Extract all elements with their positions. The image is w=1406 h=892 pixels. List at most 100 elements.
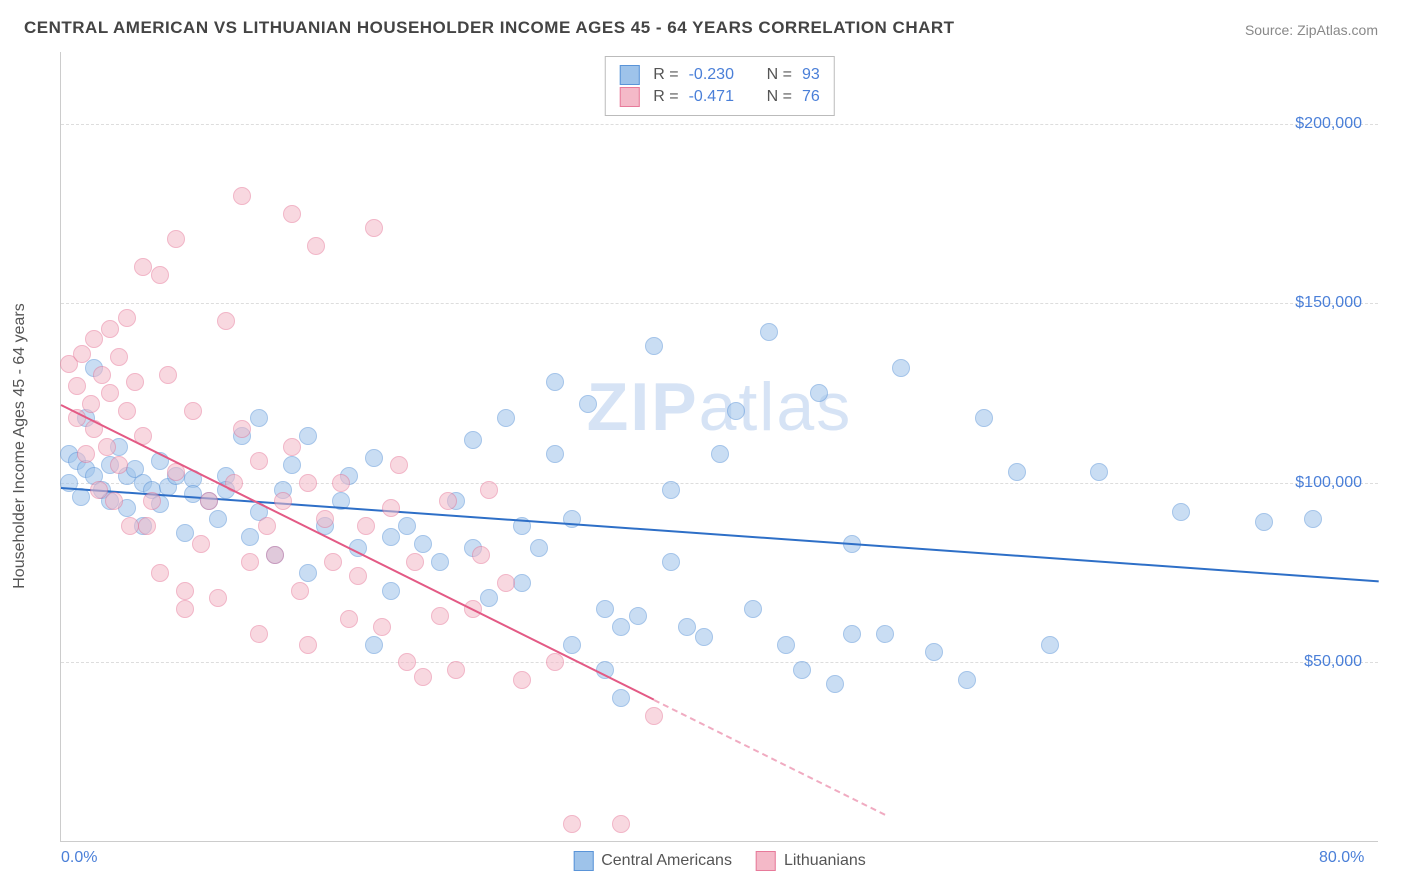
legend-item: Lithuanians	[756, 851, 866, 871]
scatter-point	[513, 574, 531, 592]
scatter-point	[151, 266, 169, 284]
scatter-point	[121, 517, 139, 535]
scatter-point	[826, 675, 844, 693]
scatter-point	[439, 492, 457, 510]
scatter-point	[810, 384, 828, 402]
scatter-point	[678, 618, 696, 636]
scatter-point	[530, 539, 548, 557]
scatter-point	[563, 815, 581, 833]
scatter-point	[447, 661, 465, 679]
scatter-point	[958, 671, 976, 689]
scatter-point	[744, 600, 762, 618]
scatter-point	[299, 564, 317, 582]
scatter-point	[612, 618, 630, 636]
chart-plot-area: ZIPatlas R = -0.230 N = 93 R = -0.471 N …	[60, 52, 1378, 842]
scatter-point	[283, 438, 301, 456]
legend-item: Central Americans	[573, 851, 732, 871]
swatch-icon	[756, 851, 776, 871]
scatter-point	[398, 517, 416, 535]
scatter-point	[645, 707, 663, 725]
scatter-point	[876, 625, 894, 643]
scatter-point	[793, 661, 811, 679]
scatter-point	[629, 607, 647, 625]
scatter-point	[299, 474, 317, 492]
scatter-point	[77, 445, 95, 463]
scatter-point	[176, 582, 194, 600]
scatter-point	[497, 409, 515, 427]
scatter-point	[307, 237, 325, 255]
scatter-point	[283, 205, 301, 223]
scatter-point	[266, 546, 284, 564]
trend-line	[654, 699, 886, 815]
scatter-point	[472, 546, 490, 564]
scatter-point	[250, 625, 268, 643]
scatter-point	[695, 628, 713, 646]
r-label: R =	[653, 88, 678, 106]
scatter-point	[382, 582, 400, 600]
y-tick-label: $50,000	[1304, 653, 1362, 671]
scatter-point	[73, 345, 91, 363]
trend-line	[61, 404, 655, 701]
scatter-point	[110, 456, 128, 474]
scatter-point	[233, 420, 251, 438]
scatter-point	[843, 625, 861, 643]
scatter-point	[233, 187, 251, 205]
legend-label: Lithuanians	[784, 852, 866, 870]
scatter-point	[373, 618, 391, 636]
n-label: N =	[767, 88, 792, 106]
scatter-point	[579, 395, 597, 413]
scatter-point	[414, 535, 432, 553]
scatter-point	[727, 402, 745, 420]
scatter-point	[662, 553, 680, 571]
scatter-point	[1304, 510, 1322, 528]
scatter-point	[1255, 513, 1273, 531]
correlation-stats-box: R = -0.230 N = 93 R = -0.471 N = 76	[604, 56, 834, 116]
scatter-point	[1041, 636, 1059, 654]
scatter-point	[431, 607, 449, 625]
scatter-point	[200, 492, 218, 510]
scatter-point	[546, 653, 564, 671]
scatter-point	[110, 348, 128, 366]
scatter-point	[93, 366, 111, 384]
x-tick-label: 0.0%	[61, 849, 97, 867]
scatter-point	[241, 528, 259, 546]
scatter-point	[291, 582, 309, 600]
scatter-point	[258, 517, 276, 535]
scatter-point	[209, 510, 227, 528]
scatter-point	[217, 312, 235, 330]
scatter-point	[184, 402, 202, 420]
scatter-point	[82, 395, 100, 413]
scatter-point	[118, 309, 136, 327]
scatter-point	[167, 230, 185, 248]
scatter-point	[349, 567, 367, 585]
scatter-point	[513, 671, 531, 689]
scatter-point	[72, 488, 90, 506]
scatter-point	[299, 427, 317, 445]
scatter-point	[241, 553, 259, 571]
scatter-point	[118, 402, 136, 420]
scatter-point	[159, 366, 177, 384]
scatter-point	[892, 359, 910, 377]
scatter-point	[612, 689, 630, 707]
scatter-point	[365, 219, 383, 237]
scatter-point	[711, 445, 729, 463]
n-label: N =	[767, 66, 792, 84]
n-value: 76	[802, 88, 820, 106]
scatter-point	[760, 323, 778, 341]
scatter-point	[382, 528, 400, 546]
stats-row: R = -0.471 N = 76	[619, 87, 819, 107]
r-value: -0.471	[689, 88, 749, 106]
scatter-point	[480, 481, 498, 499]
scatter-point	[299, 636, 317, 654]
scatter-point	[645, 337, 663, 355]
scatter-point	[431, 553, 449, 571]
legend-label: Central Americans	[601, 852, 732, 870]
scatter-point	[464, 431, 482, 449]
scatter-point	[85, 330, 103, 348]
scatter-point	[1090, 463, 1108, 481]
y-tick-label: $200,000	[1295, 115, 1362, 133]
scatter-point	[365, 449, 383, 467]
scatter-point	[480, 589, 498, 607]
scatter-point	[357, 517, 375, 535]
scatter-point	[340, 610, 358, 628]
